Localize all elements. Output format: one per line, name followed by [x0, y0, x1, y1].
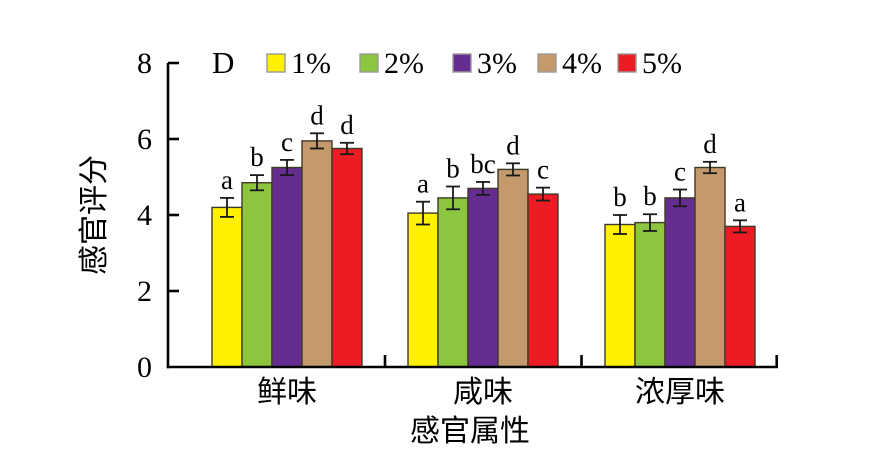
legend-label-5pct: 5%	[642, 47, 682, 80]
sig-letter: a	[221, 165, 233, 195]
legend-label-4pct: 4%	[562, 47, 602, 80]
bar-1%-鲜味	[211, 206, 243, 368]
legend-item-1pct: 1%	[266, 47, 331, 80]
bar-3%-浓厚味	[664, 197, 696, 368]
bar-2%-鲜味	[241, 181, 273, 368]
legend-swatch-5pct	[617, 53, 637, 73]
y-tick-label-2: 2	[137, 275, 152, 308]
bar-4%-浓厚味	[694, 166, 726, 368]
legend-label-2pct: 2%	[384, 47, 424, 80]
sig-letter: c	[674, 157, 686, 187]
sig-letter: d	[703, 129, 717, 159]
panel-label: D	[212, 45, 234, 80]
sig-letter: d	[310, 100, 324, 130]
sig-letter: d	[506, 130, 520, 160]
sig-letter: b	[250, 142, 264, 172]
legend-item-3pct: 3%	[452, 47, 517, 80]
sig-letter: a	[417, 169, 429, 199]
bar-1%-咸味	[407, 212, 439, 368]
sig-letter: b	[613, 182, 627, 212]
sig-letter: b	[446, 154, 460, 184]
y-tick-label-6: 6	[137, 123, 152, 156]
bar-5%-咸味	[527, 193, 559, 368]
category-label-nonghouwei: 浓厚味	[635, 376, 725, 409]
bar-1%-浓厚味	[604, 223, 636, 368]
y-tick-label-4: 4	[137, 199, 152, 232]
bar-3%-咸味	[467, 187, 499, 368]
legend: 1% 2% 3% 4% 5%	[266, 47, 682, 80]
sig-letter: b	[643, 181, 657, 211]
legend-swatch-4pct	[537, 53, 557, 73]
category-label-xianwei2: 咸味	[453, 376, 513, 409]
category-label-xianwei: 鲜味	[257, 376, 317, 409]
bar-5%-鲜味	[331, 147, 363, 368]
sig-letter: c	[537, 155, 549, 185]
legend-item-2pct: 2%	[359, 47, 424, 80]
bars-layer	[211, 140, 756, 368]
y-axis-title: 感官评分	[78, 155, 111, 275]
legend-swatch-2pct	[359, 53, 379, 73]
legend-item-4pct: 4%	[537, 47, 602, 80]
legend-label-1pct: 1%	[291, 47, 331, 80]
legend-label-3pct: 3%	[477, 47, 517, 80]
bar-3%-鲜味	[271, 166, 303, 368]
axes	[166, 63, 778, 369]
x-axis-title: 感官属性	[410, 415, 530, 448]
y-tick-label-8: 8	[137, 47, 152, 80]
bar-4%-鲜味	[301, 140, 333, 368]
legend-item-5pct: 5%	[617, 47, 682, 80]
legend-swatch-3pct	[452, 53, 472, 73]
sig-letter: bc	[470, 149, 496, 179]
bar-2%-浓厚味	[634, 221, 666, 368]
bar-5%-浓厚味	[724, 225, 756, 368]
category-labels: 鲜味 咸味 浓厚味	[257, 376, 725, 409]
bar-4%-咸味	[497, 168, 529, 368]
bar-2%-咸味	[437, 197, 469, 368]
y-tick-labels: 0 2 4 6 8	[137, 47, 152, 384]
legend-swatch-1pct	[266, 53, 286, 73]
y-tick-label-0: 0	[137, 351, 152, 384]
sig-letter: d	[340, 110, 354, 140]
sig-letter: c	[281, 127, 293, 157]
sig-letter: a	[734, 187, 746, 217]
